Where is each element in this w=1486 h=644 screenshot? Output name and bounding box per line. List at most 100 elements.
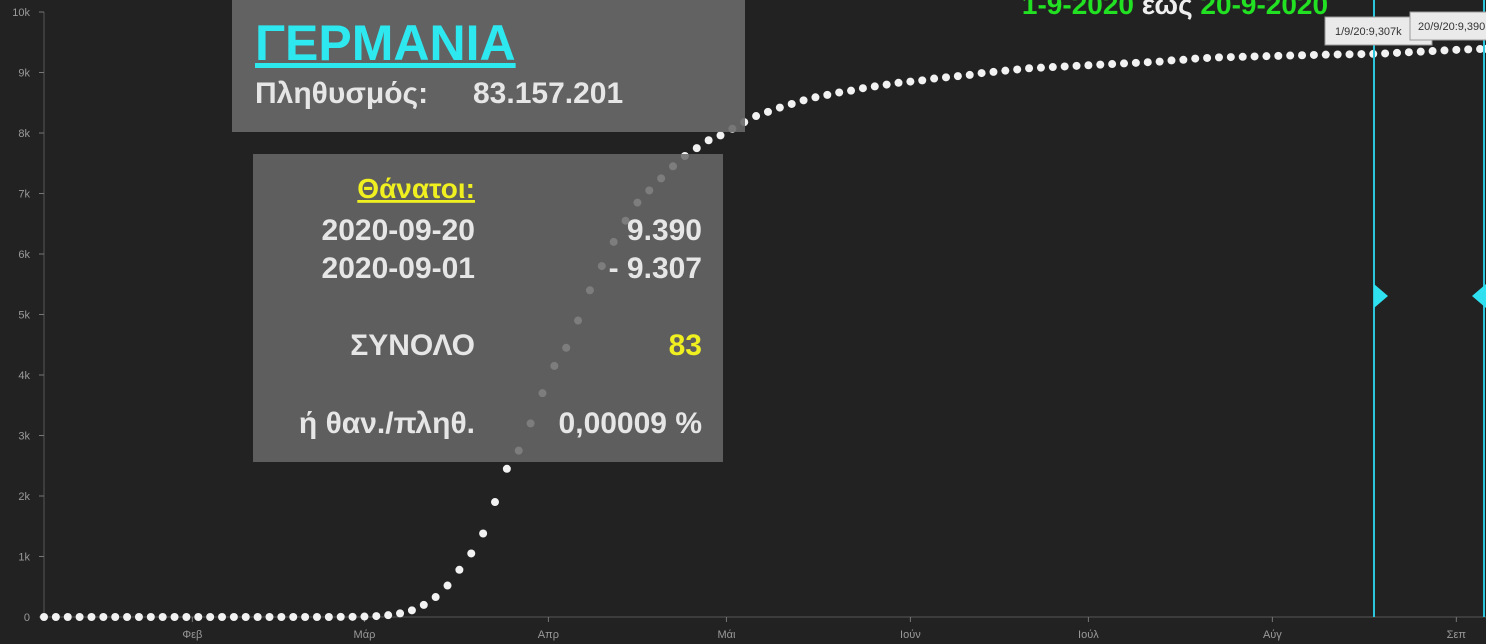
point — [763, 107, 772, 116]
ratio: 0,00009 % — [559, 407, 702, 440]
point — [1440, 46, 1449, 55]
point — [490, 498, 499, 507]
deaths-label: Θάνατοι: — [357, 173, 475, 204]
x-tick-label: Μάρ — [354, 629, 376, 641]
point — [1072, 61, 1081, 70]
point — [882, 80, 891, 89]
country: ΓΕΡΜΑΝΙΑ — [255, 15, 516, 71]
info-box — [232, 0, 745, 132]
point — [1179, 55, 1188, 64]
point — [253, 613, 262, 621]
x-tick-label: Απρ — [538, 629, 559, 641]
y-tick-label: 1k — [18, 552, 30, 564]
population-label: Πληθυσμός: — [255, 77, 428, 110]
point — [1036, 63, 1045, 72]
point — [1167, 56, 1176, 65]
y-tick-label: 3k — [18, 431, 30, 443]
point — [1120, 59, 1129, 68]
point — [835, 88, 844, 97]
x-tick-label: Σεπ — [1447, 629, 1467, 641]
total: 83 — [669, 329, 702, 362]
point — [752, 112, 761, 121]
point — [384, 611, 393, 620]
point — [965, 70, 974, 79]
point — [158, 613, 167, 621]
range-from: 1-9-2020 — [1022, 0, 1134, 20]
point — [953, 72, 962, 81]
point — [75, 613, 84, 621]
point — [1345, 50, 1354, 59]
point — [431, 593, 440, 602]
point — [1001, 66, 1010, 75]
point — [467, 549, 476, 558]
point — [324, 613, 333, 621]
y-tick-label: 9k — [18, 68, 30, 80]
point — [229, 613, 238, 621]
point — [1416, 47, 1425, 56]
point — [930, 74, 939, 83]
range-title: 1-9-2020 έως 20-9-2020 — [1022, 0, 1328, 20]
point — [1060, 62, 1069, 71]
point — [312, 613, 321, 621]
cursor-handle — [1374, 284, 1388, 308]
tooltip-box — [1409, 11, 1486, 41]
point — [1298, 51, 1307, 60]
point — [977, 69, 986, 78]
point — [1143, 58, 1152, 67]
point — [1309, 50, 1318, 59]
point — [811, 93, 820, 102]
point — [502, 464, 511, 473]
point — [870, 82, 879, 91]
point — [787, 99, 796, 108]
point — [63, 613, 72, 621]
point — [1238, 52, 1247, 61]
point — [134, 613, 143, 621]
point — [360, 612, 369, 621]
x-tick-label: Ιούλ — [1078, 629, 1099, 641]
point — [396, 609, 405, 618]
y-tick-label: 5k — [18, 310, 30, 322]
point — [419, 600, 428, 609]
total-label: ΣΥΝΟΛΟ — [350, 329, 475, 362]
y-tick-label: 2k — [18, 491, 30, 503]
point — [146, 613, 155, 621]
point — [989, 67, 998, 76]
population: 83.157.201 — [473, 77, 623, 110]
point — [1226, 53, 1235, 62]
point — [87, 613, 96, 621]
x-tick-label: Φεβ — [182, 629, 202, 641]
range-sep: έως — [1142, 0, 1193, 20]
point — [1404, 48, 1413, 57]
cursors: 1/9/20:9,307k 20/9/20:9,390k — [1324, 0, 1486, 617]
y-tick-label: 7k — [18, 189, 30, 201]
point — [847, 86, 856, 95]
point — [51, 613, 60, 621]
point — [1155, 57, 1164, 66]
point — [1464, 45, 1473, 54]
point — [1084, 61, 1093, 70]
point — [1428, 47, 1437, 56]
point — [1131, 58, 1140, 67]
point — [858, 84, 867, 93]
point — [289, 613, 298, 621]
point — [1452, 45, 1461, 54]
point — [941, 73, 950, 82]
point — [265, 613, 274, 621]
point — [1108, 60, 1117, 69]
point — [775, 103, 784, 112]
point — [1381, 49, 1390, 58]
point — [277, 613, 286, 621]
deaths-value: 9.390 — [627, 214, 702, 247]
point — [1250, 52, 1259, 61]
point — [301, 613, 310, 621]
point — [1025, 64, 1034, 73]
x-tick-label: Μάι — [717, 629, 736, 641]
point — [99, 613, 108, 621]
point — [241, 613, 250, 621]
point — [111, 613, 120, 621]
x-tick-label: Αύγ — [1263, 629, 1282, 641]
point — [218, 613, 227, 621]
point — [1191, 54, 1200, 63]
point — [1333, 50, 1342, 59]
point — [1096, 60, 1105, 69]
